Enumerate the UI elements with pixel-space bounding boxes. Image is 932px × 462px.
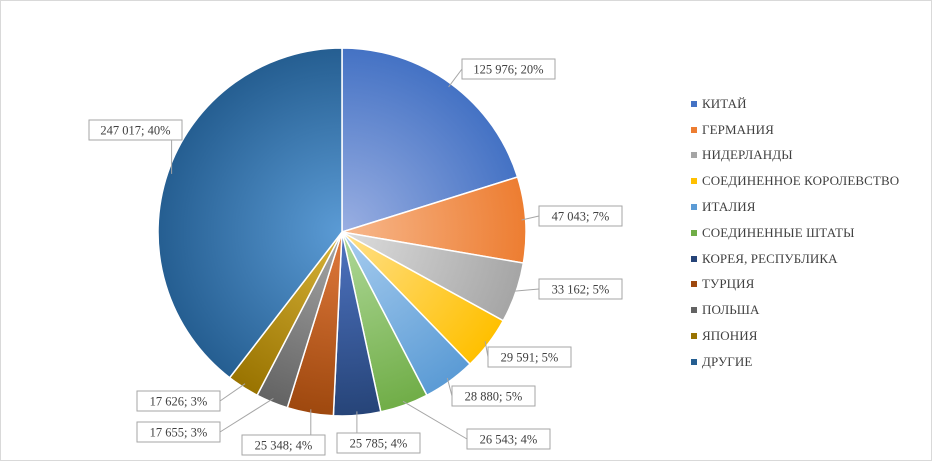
legend-label: ДРУГИЕ [702,353,753,369]
legend-swatch [691,255,697,262]
legend-label: ЯПОНИЯ [702,328,758,344]
legend-item-китай: КИТАЙ [691,91,931,117]
data-label-соединенные-штаты: 26 543; 4% [480,433,538,447]
legend-swatch [691,307,697,314]
legend-item-соединенное-королевство: СОЕДИНЕННОЕ КОРОЛЕВСТВО [691,168,931,194]
data-label-box-другие [88,119,183,141]
data-label-япония: 17 626; 3% [150,395,208,409]
data-label-турция: 25 348; 4% [255,439,313,453]
data-label-польша: 17 655; 3% [150,426,208,440]
legend-swatch [691,100,697,107]
data-label-соединенное-королевство: 29 591; 5% [501,351,559,365]
legend-item-соединенные-штаты: СОЕДИНЕННЫЕ ШТАТЫ [691,220,931,246]
leader-line-соединенные-штаты [402,400,468,440]
data-label-корея-республика: 25 785; 4% [350,437,408,451]
legend-swatch [691,333,697,340]
data-label-другие: 247 017; 40% [100,124,170,138]
legend-swatch [691,126,697,133]
data-label-box-нидерланды [538,278,623,300]
pie-slices [157,47,527,417]
legend-swatch [691,281,697,288]
data-label-box-корея-республика [336,432,421,454]
data-label-box-соединенные-штаты [466,428,551,450]
leader-line-италия [446,377,453,397]
legend-item-япония: ЯПОНИЯ [691,323,931,349]
data-label-германия: 47 043; 7% [552,210,610,224]
legend-swatch [691,152,697,159]
legend-item-корея-республика: КОРЕЯ, РЕСПУБЛИКА [691,246,931,272]
leader-lines [171,68,540,440]
legend-label: ПОЛЬША [702,302,760,318]
legend-item-нидерланды: НИДЕРЛАНДЫ [691,143,931,169]
legend-label: ИТАЛИЯ [702,199,756,215]
legend-item-италия: ИТАЛИЯ [691,194,931,220]
data-label-box-италия [451,385,536,407]
leader-line-германия [521,215,540,221]
data-label-box-китай [461,58,556,80]
data-labels: 125 976; 20% 47 043; 7% 33 162; 5% 29 591; … [88,58,623,456]
data-label-китай: 125 976; 20% [473,63,543,77]
leader-line-польша [219,397,274,433]
legend-label: СОЕДИНЕННЫЕ ШТАТЫ [702,224,855,240]
legend-item-турция: ТУРЦИЯ [691,272,931,298]
data-label-нидерланды: 33 162; 5% [552,283,610,297]
legend-item-польша: ПОЛЬША [691,297,931,323]
legend-swatch [691,358,697,365]
legend-label: КОРЕЯ, РЕСПУБЛИКА [702,250,838,266]
pie-slice-другие [157,47,343,379]
legend-label: СОЕДИНЕННОЕ КОРОЛЕВСТВО [702,173,900,189]
data-label-box-турция [241,434,326,456]
data-label-италия: 28 880; 5% [465,390,523,404]
legend-item-другие: ДРУГИЕ [691,349,931,375]
legend-label: НИДЕРЛАНДЫ [702,147,793,163]
data-label-box-соединенное-королевство [487,346,572,368]
legend: КИТАЙ ГЕРМАНИЯ НИДЕРЛАНДЫ СОЕДИНЕННОЕ КОРОЛ… [691,91,931,375]
leader-line-нидерланды [511,288,540,292]
data-label-box-япония [136,390,221,412]
data-label-box-польша [136,421,221,443]
legend-label: КИТАЙ [702,95,747,111]
legend-label: ТУРЦИЯ [702,276,755,292]
legend-swatch [691,204,697,211]
legend-item-германия: ГЕРМАНИЯ [691,117,931,143]
data-label-box-германия [538,205,623,227]
leader-line-япония [219,383,246,402]
legend-swatch [691,178,697,185]
legend-label: ГЕРМАНИЯ [702,121,774,137]
leader-line-китай [448,68,463,88]
legend-swatch [691,229,697,236]
